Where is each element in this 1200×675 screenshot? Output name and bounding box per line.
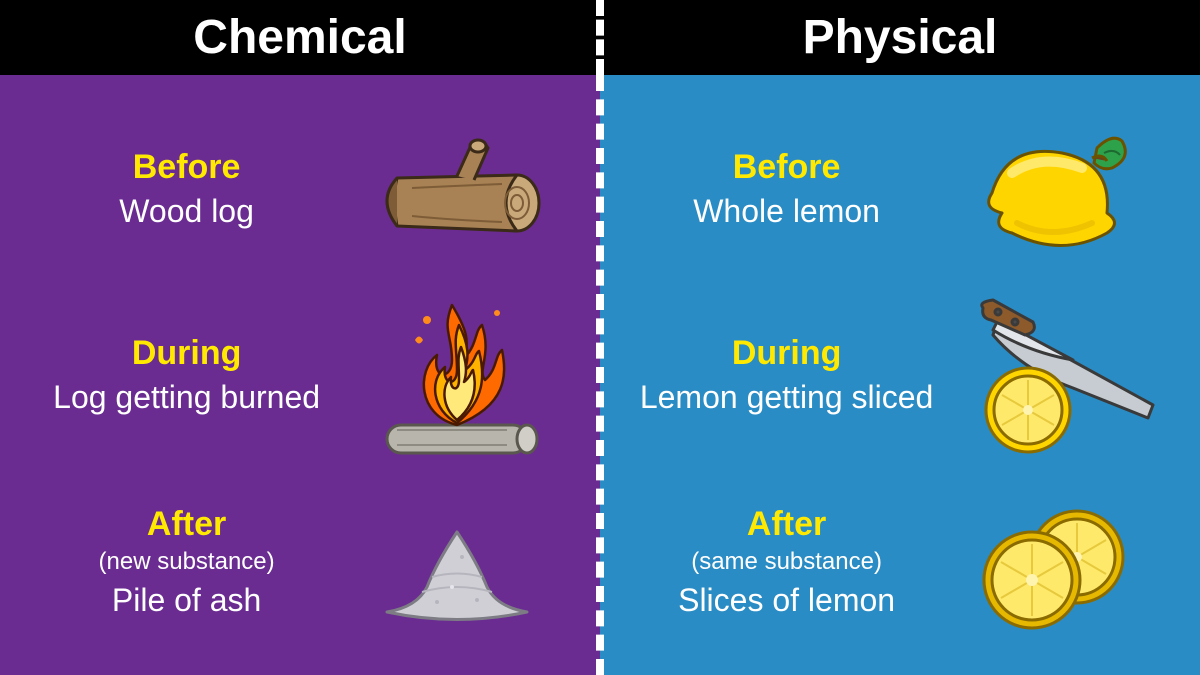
- phys-row-before: Before Whole lemon: [630, 98, 1170, 278]
- header-left: Chemical: [0, 0, 600, 75]
- stage-desc: Wood log: [30, 192, 343, 230]
- lemon-icon: [943, 113, 1170, 263]
- stage-desc: Whole lemon: [630, 192, 943, 230]
- stage-desc: Pile of ash: [30, 581, 343, 619]
- stage-label: Before: [30, 147, 343, 188]
- panel-physical: Before Whole lemon During: [600, 75, 1200, 675]
- phys-during-text: During Lemon getting sliced: [630, 333, 943, 416]
- stage-label: Before: [630, 147, 943, 188]
- stage-desc: Lemon getting sliced: [630, 378, 943, 416]
- header-divider: [596, 0, 604, 75]
- phys-before-text: Before Whole lemon: [630, 147, 943, 230]
- chem-during-text: During Log getting burned: [30, 333, 343, 416]
- stage-label: During: [30, 333, 343, 374]
- header-right: Physical: [600, 0, 1200, 75]
- knife-lemon-icon: [943, 290, 1173, 460]
- phys-row-after: After (same substance) Slices of lemon: [630, 472, 1170, 652]
- chem-row-before: Before Wood log: [30, 98, 570, 278]
- stage-label: After: [630, 504, 943, 545]
- chem-row-after: After (new substance) Pile of ash: [30, 472, 570, 652]
- stage-note: (new substance): [30, 548, 343, 577]
- stage-label: During: [630, 333, 943, 374]
- phys-row-during: During Lemon getting sliced: [630, 285, 1170, 465]
- body: Before Wood log: [0, 75, 1200, 675]
- panel-chemical: Before Wood log: [0, 75, 600, 675]
- stage-note: (same substance): [630, 548, 943, 577]
- chem-after-text: After (new substance) Pile of ash: [30, 504, 343, 620]
- phys-after-text: After (same substance) Slices of lemon: [630, 504, 943, 620]
- ash-pile-icon: [343, 492, 570, 632]
- center-divider: [596, 75, 604, 675]
- chem-before-text: Before Wood log: [30, 147, 343, 230]
- stage-desc: Log getting burned: [30, 378, 343, 416]
- fire-log-icon: [343, 285, 570, 465]
- stage-label: After: [30, 504, 343, 545]
- wood-log-icon: [343, 128, 570, 248]
- stage-desc: Slices of lemon: [630, 581, 943, 619]
- lemon-slices-icon: [943, 492, 1170, 632]
- chem-row-during: During Log getting burned: [30, 285, 570, 465]
